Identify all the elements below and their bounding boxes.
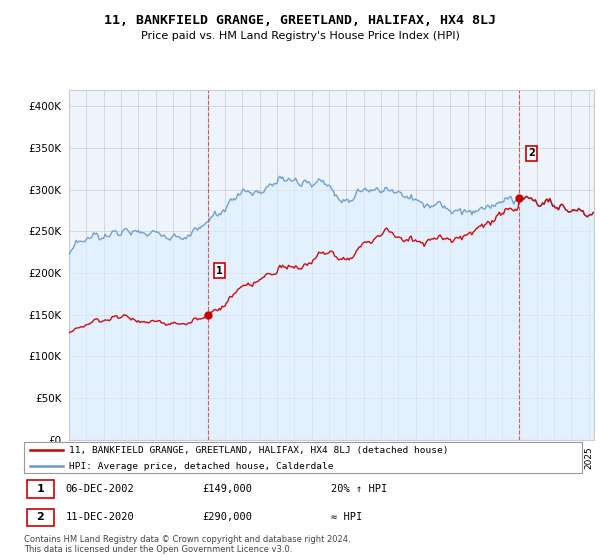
Text: £149,000: £149,000 bbox=[203, 484, 253, 494]
Text: ≈ HPI: ≈ HPI bbox=[331, 512, 362, 522]
Text: 11, BANKFIELD GRANGE, GREETLAND, HALIFAX, HX4 8LJ: 11, BANKFIELD GRANGE, GREETLAND, HALIFAX… bbox=[104, 14, 496, 27]
Text: 11, BANKFIELD GRANGE, GREETLAND, HALIFAX, HX4 8LJ (detached house): 11, BANKFIELD GRANGE, GREETLAND, HALIFAX… bbox=[68, 446, 448, 455]
Text: HPI: Average price, detached house, Calderdale: HPI: Average price, detached house, Cald… bbox=[68, 462, 333, 471]
Text: 1: 1 bbox=[37, 484, 44, 494]
FancyBboxPatch shape bbox=[27, 480, 53, 498]
Text: 11-DEC-2020: 11-DEC-2020 bbox=[66, 512, 134, 522]
Text: 2: 2 bbox=[37, 512, 44, 522]
FancyBboxPatch shape bbox=[27, 508, 53, 526]
FancyBboxPatch shape bbox=[24, 442, 582, 473]
Text: £290,000: £290,000 bbox=[203, 512, 253, 522]
Text: 20% ↑ HPI: 20% ↑ HPI bbox=[331, 484, 387, 494]
Text: Contains HM Land Registry data © Crown copyright and database right 2024.
This d: Contains HM Land Registry data © Crown c… bbox=[24, 535, 350, 554]
Text: 2: 2 bbox=[528, 148, 535, 158]
Text: 06-DEC-2002: 06-DEC-2002 bbox=[66, 484, 134, 494]
Text: 1: 1 bbox=[216, 266, 223, 276]
Text: Price paid vs. HM Land Registry's House Price Index (HPI): Price paid vs. HM Land Registry's House … bbox=[140, 31, 460, 41]
